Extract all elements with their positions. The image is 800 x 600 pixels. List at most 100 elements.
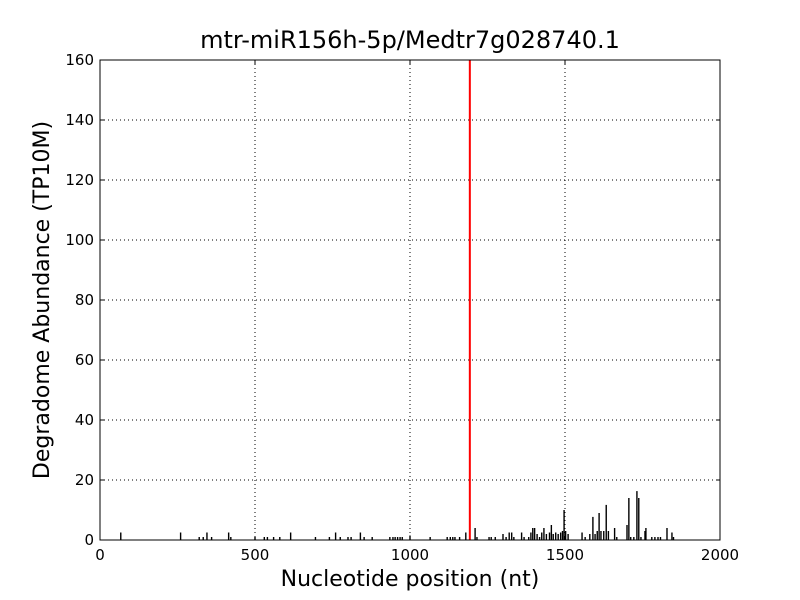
degradome-bar [230,537,232,540]
degradome-bar [266,537,269,540]
degradome-bar [672,537,675,540]
degradome-bar [363,537,365,540]
degradome-bar [607,531,610,540]
degradome-bar [202,537,204,540]
degradome-bar [559,532,562,540]
degradome-bar [654,537,656,540]
degradome-bar [314,537,317,540]
degradome-bar [552,534,554,540]
degradome-bar [644,531,646,540]
degradome-bar [198,537,200,540]
y-tick-label: 40 [75,411,94,429]
degradome-bar [563,510,565,540]
target-site-bar [468,60,471,540]
degradome-bar [603,531,605,540]
degradome-bar [359,532,362,540]
degradome-bar [545,534,548,540]
degradome-bar [630,537,632,540]
degradome-bar [399,537,401,540]
degradome-bar [488,537,490,540]
degradome-bar [454,537,456,540]
degradome-bar [452,537,454,540]
degradome-bar [581,532,583,540]
degradome-bar [584,537,586,540]
degradome-bar [596,531,598,540]
degradome-bar [263,537,265,540]
degradome-bar [227,532,230,540]
degradome-bar [510,532,513,540]
y-tick-label: 160 [65,51,94,69]
degradome-bar [532,528,534,540]
degradome-bar [536,534,538,540]
degradome-bar [328,537,331,540]
degradome-bar [401,537,403,540]
degradome-bar [640,537,642,540]
degradome-bar [476,537,478,540]
degradome-bar [272,537,275,540]
degradome-bar [543,528,545,540]
degradome-bar [651,537,653,540]
degradome-bar [626,525,628,540]
degradome-bar [636,491,638,540]
degradome-bar [502,534,504,540]
x-tick-label: 2000 [701,546,739,564]
y-axis-label: Degradome Abundance (TP10M) [30,120,55,480]
degradome-bar [598,513,600,540]
x-tick-label: 0 [95,546,105,564]
degradome-bar [594,534,596,540]
degradome-bar [550,525,553,540]
degradome-bar [557,534,559,540]
degradome-bar [505,537,507,540]
degradome-bar [446,537,448,540]
degradome-bar [613,528,616,540]
degradome-bar [394,537,396,540]
degradome-bar [555,532,557,540]
degradome-bar [666,528,668,540]
degradome-bar [671,532,673,540]
x-tick-label: 1500 [546,546,584,564]
y-tick-label: 60 [75,351,94,369]
degradome-bar [538,537,541,540]
degradome-bar [449,537,451,540]
degradome-bar [206,532,208,540]
y-tick-label: 80 [75,291,94,309]
degradome-bar [564,531,567,540]
degradome-bar [513,537,515,540]
degradome-bar [289,532,292,540]
degradome-bar [548,532,551,540]
y-tick-label: 100 [65,231,94,249]
degradome-bar [523,537,525,540]
degradome-bar [528,537,530,540]
degradome-bar [396,537,399,540]
y-tick-label: 0 [84,531,94,549]
y-tick-label: 140 [65,111,94,129]
degradome-bar [392,537,394,540]
plot-frame [99,59,721,541]
degradome-bar [592,516,594,540]
degradome-bar [350,537,352,540]
degradome-bar [339,537,341,540]
degradome-bar [541,532,543,540]
degradome-bar [474,528,476,540]
x-tick-label: 1000 [391,546,429,564]
degradome-bar [389,537,391,540]
degradome-bar [120,532,122,540]
degradome-bar [589,534,591,540]
degradome-bar [600,531,602,540]
degradome-bar [533,528,536,540]
chart-title: mtr-miR156h-5p/Medtr7g028740.1 [200,26,620,54]
degradome-bar [371,537,373,540]
degradome-bar [347,537,349,540]
y-tick-label: 120 [65,171,94,189]
degradome-bar [458,537,461,540]
degradome-bar [494,537,496,540]
degradome-bar [210,537,213,540]
x-axis-label: Nucleotide position (nt) [280,567,540,592]
degradome-bar [605,504,607,540]
degradome-bar [645,528,647,540]
degradome-bar [561,531,564,540]
degradome-bar [638,498,640,540]
degradome-bar [628,498,630,540]
